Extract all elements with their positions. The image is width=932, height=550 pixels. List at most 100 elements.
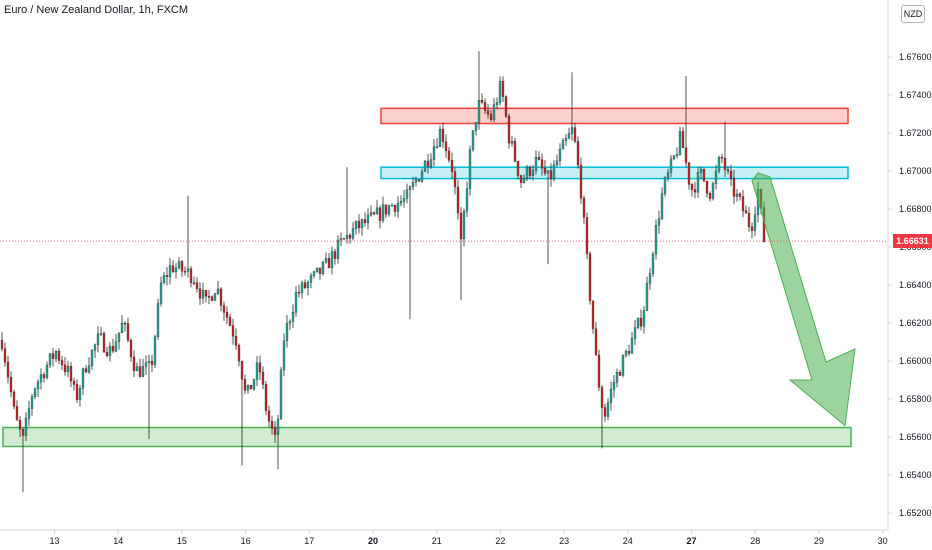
candle-body [420, 171, 424, 182]
candle-body [312, 271, 316, 276]
y-tick-label: 1.65800 [899, 394, 932, 404]
candle-body [288, 321, 292, 324]
candle-body [351, 228, 355, 239]
candle-body [171, 265, 175, 273]
candle-body [459, 212, 463, 240]
candle-body [399, 201, 403, 204]
candle-body [726, 169, 730, 172]
candle-body [675, 154, 679, 156]
candle-body [627, 351, 631, 354]
candle-body [144, 362, 148, 367]
candle-body [501, 81, 505, 97]
candle-body [474, 122, 478, 131]
candle-body [39, 374, 43, 383]
candle-body [108, 346, 112, 356]
candle-body [42, 374, 46, 378]
candle-body [93, 344, 97, 351]
candle-body [582, 198, 586, 218]
candle-body [561, 140, 565, 150]
candle-body [12, 391, 16, 407]
candle-body [486, 110, 490, 115]
candle-body [702, 168, 706, 182]
candle-body [87, 365, 91, 373]
candle-body [504, 96, 508, 117]
candle-body [63, 364, 67, 372]
candle-body [30, 396, 34, 409]
projection-arrow[interactable] [751, 172, 856, 427]
candle-body [201, 290, 205, 299]
candle-body [588, 253, 592, 302]
candle-body [264, 384, 268, 411]
candle-body [243, 379, 247, 391]
y-tick-label: 1.65200 [899, 508, 932, 518]
candle-body [342, 238, 346, 240]
candle-body [591, 300, 595, 330]
chart-title: Euro / New Zealand Dollar, 1h, FXCM [4, 4, 189, 16]
x-tick-label: 23 [559, 536, 569, 546]
candle-body [657, 218, 661, 226]
candle-body [435, 146, 439, 148]
candle-body [219, 288, 223, 306]
candle-body [204, 290, 208, 297]
candle-body [663, 177, 667, 194]
candle-body [225, 312, 229, 318]
candle-body [603, 407, 607, 417]
candle-body [75, 384, 79, 400]
candle-body [456, 186, 460, 214]
candle-body [69, 366, 73, 382]
candle-body [339, 238, 343, 241]
candle-body [513, 141, 517, 162]
candle-body [51, 353, 55, 359]
candle-body [750, 226, 754, 231]
support-zone[interactable] [2, 426, 852, 448]
candle-body [732, 177, 736, 197]
candle-body [507, 116, 511, 144]
candle-body [186, 268, 190, 272]
candle-body [522, 178, 526, 183]
resistance-zone-upper[interactable] [380, 107, 849, 125]
candle-body [57, 351, 61, 361]
candle-body [621, 355, 625, 376]
y-tick-label: 1.67400 [899, 90, 932, 100]
candle-body [600, 387, 604, 408]
candle-body [738, 193, 742, 197]
x-tick-label: 20 [368, 536, 378, 546]
candle-body [363, 219, 367, 224]
candle-body [183, 271, 187, 273]
y-tick-label: 1.66800 [899, 204, 932, 214]
candle-body [273, 428, 277, 435]
candle-body [126, 323, 130, 341]
candle-body [426, 160, 430, 167]
candle-body [639, 317, 643, 327]
candle-body [534, 157, 538, 171]
candle-body [267, 410, 271, 422]
candle-body [3, 348, 7, 363]
resistance-zone-lower[interactable] [380, 166, 849, 180]
candle-body [216, 288, 220, 294]
candle-body [276, 418, 280, 435]
candle-body [285, 323, 289, 342]
candle-body [735, 193, 739, 197]
candle-body [21, 428, 25, 436]
candle-body [153, 336, 157, 365]
candle-body [693, 189, 697, 193]
candle-body [423, 160, 427, 172]
candle-body [237, 345, 241, 362]
candle-body [519, 175, 523, 183]
currency-badge[interactable]: NZD [901, 5, 925, 23]
candle-body [84, 368, 88, 373]
candle-body [120, 322, 124, 333]
candle-body [333, 251, 337, 259]
x-tick-label: 14 [113, 536, 123, 546]
candle-body [696, 172, 700, 193]
candle-body [492, 104, 496, 120]
candle-body [681, 131, 685, 148]
candle-body [147, 360, 151, 363]
candle-body [360, 219, 364, 229]
x-axis[interactable]: 13 14 15 16 17 20 21 22 23 24 27 28 29 30 [49, 530, 888, 546]
candle-body [438, 128, 442, 147]
candle-body [297, 292, 301, 294]
candle-body [315, 267, 319, 272]
candle-body [741, 196, 745, 211]
